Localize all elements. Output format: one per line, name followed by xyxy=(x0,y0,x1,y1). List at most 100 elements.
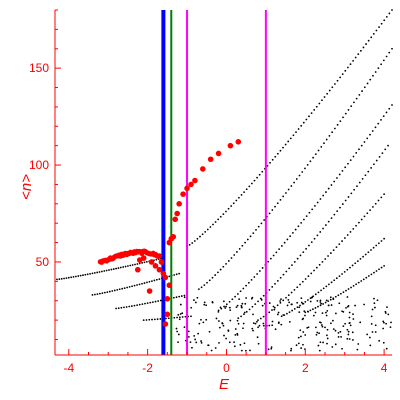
data-point xyxy=(370,167,373,169)
data-point xyxy=(345,306,347,309)
data-point xyxy=(115,267,117,270)
data-point xyxy=(257,225,260,228)
data-point xyxy=(320,289,322,292)
data-point xyxy=(245,284,248,287)
data-point xyxy=(338,243,341,246)
data-point xyxy=(365,276,368,279)
data-point xyxy=(56,278,58,281)
data-point xyxy=(370,315,373,318)
data-point xyxy=(268,324,271,327)
data-point xyxy=(173,316,176,319)
data-point xyxy=(346,296,349,298)
data-point xyxy=(251,327,254,330)
data-point xyxy=(317,305,319,308)
data-point xyxy=(252,329,254,332)
data-point xyxy=(225,262,227,265)
data-point xyxy=(217,218,220,221)
data-point xyxy=(374,202,377,205)
data-point xyxy=(217,310,220,313)
data-point xyxy=(350,286,352,289)
data-point xyxy=(360,218,363,221)
data-point xyxy=(383,19,386,22)
data-point xyxy=(334,312,337,315)
data-point xyxy=(196,237,199,240)
data-point xyxy=(295,178,298,180)
data-point xyxy=(274,205,276,208)
data-point xyxy=(325,138,328,141)
data-point xyxy=(177,313,180,316)
data-point xyxy=(308,244,310,247)
data-point xyxy=(156,318,159,321)
data-point xyxy=(367,170,370,173)
data-point xyxy=(183,326,186,329)
data-point xyxy=(322,287,325,290)
data-point xyxy=(121,287,124,290)
data-point xyxy=(280,315,283,318)
data-point xyxy=(336,177,338,179)
data-point xyxy=(360,144,363,147)
data-point xyxy=(343,270,346,273)
data-point-red xyxy=(215,150,222,157)
data-point xyxy=(335,246,338,249)
y-axis-title: <n> xyxy=(18,174,35,200)
data-point xyxy=(282,273,285,276)
data-point xyxy=(374,306,376,309)
data-point xyxy=(190,306,193,309)
data-point-red xyxy=(192,177,198,184)
data-point xyxy=(184,315,187,318)
data-point xyxy=(284,143,287,146)
data-point xyxy=(357,281,360,284)
data-point xyxy=(236,304,239,307)
data-point xyxy=(318,102,321,105)
data-point xyxy=(254,322,257,325)
data-point xyxy=(304,311,307,314)
data-point xyxy=(314,326,317,329)
data-point xyxy=(319,301,322,303)
data-point xyxy=(206,281,208,284)
data-point xyxy=(127,265,129,267)
data-point xyxy=(58,278,61,281)
data-point xyxy=(96,271,99,274)
data-point xyxy=(342,291,345,294)
data-point xyxy=(318,321,321,324)
data-point xyxy=(178,318,181,321)
data-point xyxy=(388,107,391,110)
data-point xyxy=(325,314,328,317)
data-point xyxy=(222,324,225,327)
data-point xyxy=(350,192,353,195)
data-point xyxy=(276,279,279,282)
data-point xyxy=(302,121,305,124)
data-point xyxy=(151,318,153,321)
data-point xyxy=(142,319,145,322)
data-point xyxy=(301,171,304,173)
data-point xyxy=(227,207,230,210)
data-point xyxy=(323,142,325,145)
data-point xyxy=(377,199,380,202)
data-point xyxy=(360,280,363,282)
data-point xyxy=(315,266,318,269)
data-point xyxy=(333,279,336,282)
data-point xyxy=(253,179,256,182)
data-point xyxy=(310,272,313,275)
data-point xyxy=(258,173,261,176)
data-point xyxy=(131,285,133,288)
data-point xyxy=(383,264,386,267)
data-point xyxy=(316,201,319,204)
data-point xyxy=(380,22,383,25)
data-point xyxy=(79,274,82,277)
data-point xyxy=(330,281,333,284)
data-point xyxy=(310,241,313,244)
data-point xyxy=(130,305,133,307)
data-point xyxy=(252,232,255,235)
data-point xyxy=(350,105,353,108)
data-point xyxy=(334,329,337,332)
data-point xyxy=(70,276,73,279)
data-point xyxy=(181,312,184,315)
data-point xyxy=(333,180,336,183)
data-point xyxy=(391,9,393,11)
data-point xyxy=(93,272,96,274)
data-point xyxy=(276,313,279,316)
data-point xyxy=(311,208,314,211)
data-point xyxy=(302,302,305,305)
data-point xyxy=(233,254,236,256)
